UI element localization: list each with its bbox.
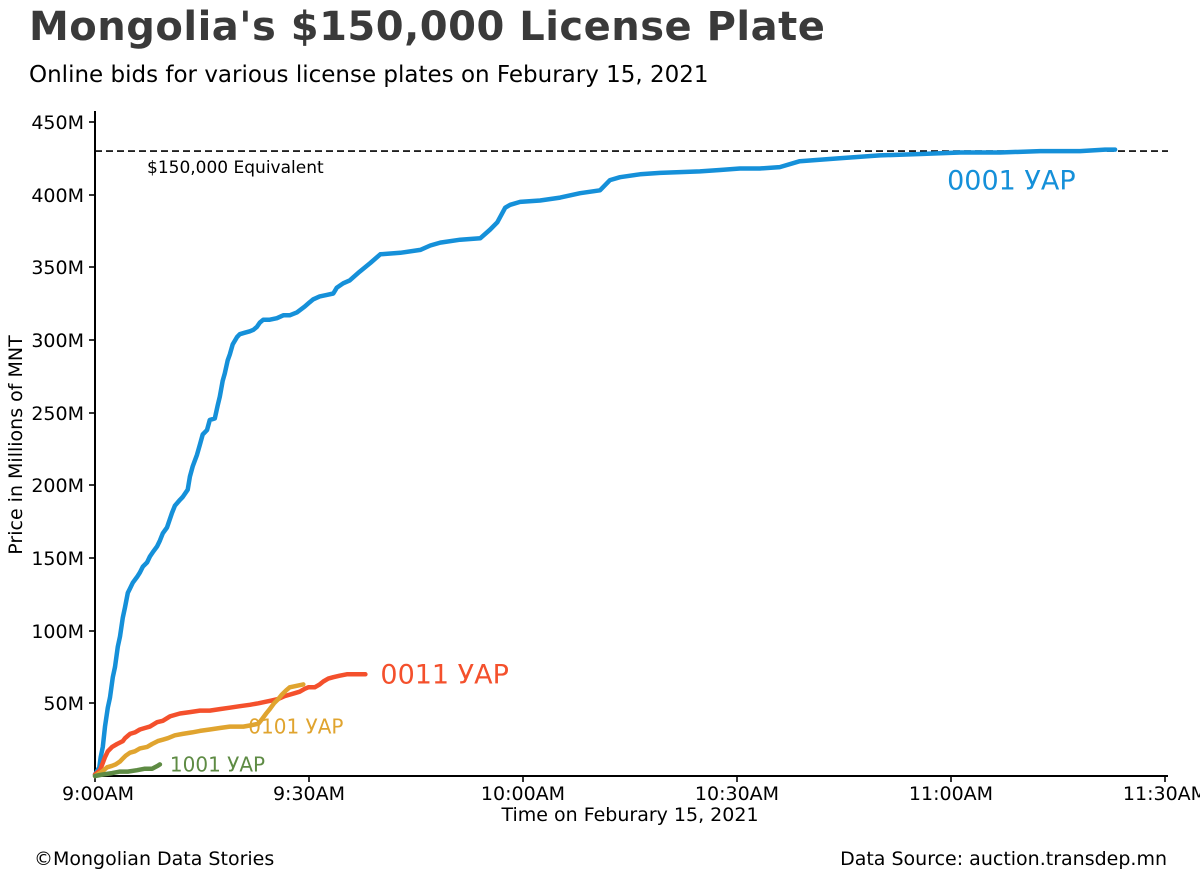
series-label-0001-yap: 0001 УАР bbox=[947, 166, 1076, 197]
x-tick-1130am: 11:30AM bbox=[1123, 783, 1200, 805]
y-tick-100m: 100M bbox=[31, 621, 84, 643]
chart-title: Mongolia's $150,000 License Plate bbox=[29, 4, 826, 50]
y-tick-labels: 50M 100M 150M 200M 250M 300M 350M 400M 4… bbox=[31, 112, 84, 715]
series-label-1001-yap: 1001 УАР bbox=[170, 752, 265, 776]
series-label-0101-yap: 0101 УАР bbox=[248, 714, 343, 738]
y-tick-350m: 350M bbox=[31, 257, 84, 279]
y-tick-300m: 300M bbox=[31, 330, 84, 352]
y-tick-400m: 400M bbox=[31, 185, 84, 207]
x-tick-marks bbox=[94, 776, 1166, 782]
y-tick-450m: 450M bbox=[31, 112, 84, 134]
y-axis-title: Price in Millions of MNT bbox=[5, 335, 27, 555]
x-tick-labels: 9:00AM 9:30AM 10:00AM 10:30AM 11:00AM 11… bbox=[62, 783, 1200, 805]
x-axis-title: Time on Feburary 15, 2021 bbox=[500, 804, 758, 826]
chart-subtitle: Online bids for various license plates o… bbox=[29, 62, 709, 88]
series-line-1001-yap bbox=[92, 762, 163, 779]
credit-text: ©Mongolian Data Stories bbox=[34, 848, 275, 870]
data-source-text: Data Source: auction.transdep.mn bbox=[840, 848, 1167, 870]
series-line-0011-yap bbox=[92, 672, 368, 777]
x-tick-1000am: 10:00AM bbox=[481, 783, 565, 805]
x-tick-1100am: 11:00AM bbox=[909, 783, 993, 805]
series-line-0001-yap bbox=[92, 147, 1118, 777]
y-tick-250m: 250M bbox=[31, 403, 84, 425]
series-line-0101-yap bbox=[92, 682, 306, 779]
y-tick-200m: 200M bbox=[31, 475, 84, 497]
y-tick-150m: 150M bbox=[31, 548, 84, 570]
series-label-0011-yap: 0011 УАР bbox=[380, 659, 509, 690]
x-tick-900am: 9:00AM bbox=[62, 783, 134, 805]
reference-line-label: $150,000 Equivalent bbox=[147, 158, 324, 178]
y-tick-50m: 50M bbox=[43, 693, 84, 715]
y-tick-marks bbox=[89, 121, 95, 704]
x-tick-930am: 9:30AM bbox=[273, 783, 345, 805]
x-tick-1030am: 10:30AM bbox=[695, 783, 779, 805]
